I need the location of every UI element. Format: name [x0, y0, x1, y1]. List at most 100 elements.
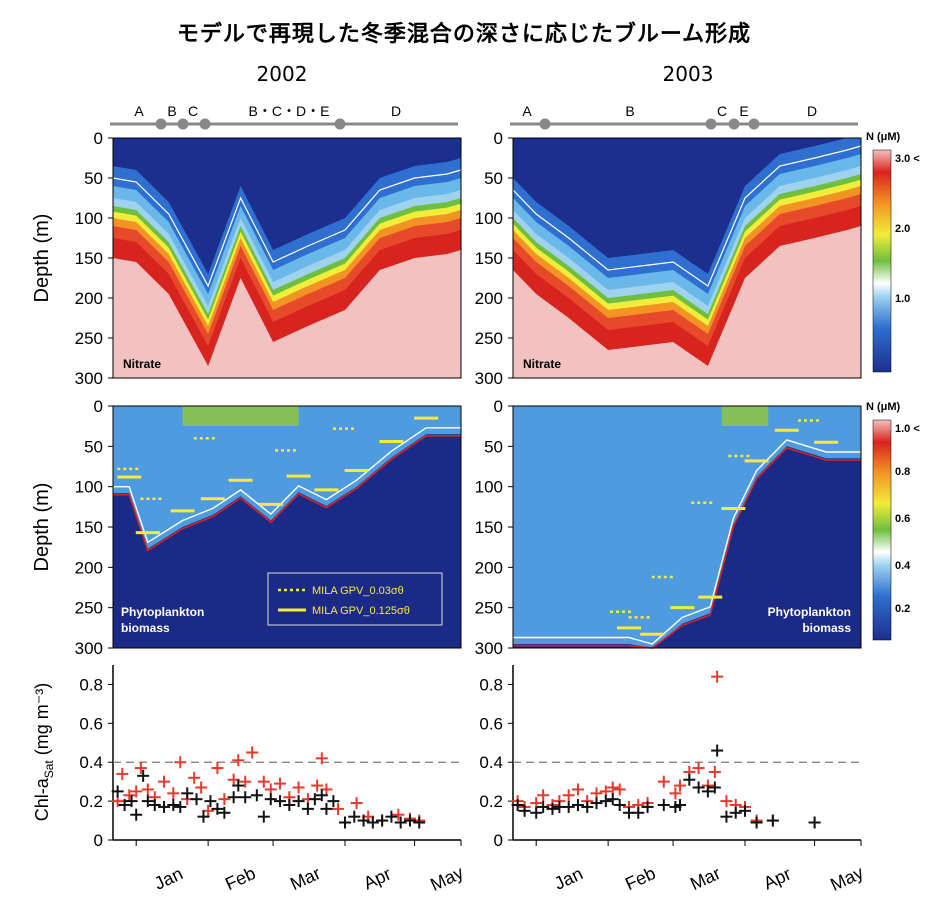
- black-plus-marker: [125, 795, 138, 808]
- black-plus-marker: [599, 795, 612, 808]
- depth-axis-label: Depth (m): [31, 483, 53, 572]
- black-plus-marker: [590, 797, 603, 810]
- black-plus-marker: [394, 816, 407, 829]
- timeline-dot: [334, 118, 346, 130]
- black-plus-marker: [218, 806, 231, 819]
- red-plus-marker: [246, 746, 259, 759]
- black-plus-marker: [211, 802, 224, 815]
- timeline-dot: [177, 118, 189, 130]
- black-plus-marker: [137, 769, 150, 782]
- black-plus-marker: [692, 781, 705, 794]
- colorbar-unit: N (μM): [866, 131, 901, 143]
- mixed-layer-white-contour: [513, 439, 861, 645]
- timeline-dot: [199, 118, 211, 130]
- black-plus-marker: [339, 816, 351, 829]
- red-plus-marker: [257, 775, 270, 788]
- colorbar-phyto: N (μM) 1.0 < 0.8 0.6 0.4 0.2: [866, 401, 920, 641]
- colorbar-tick-label: 0.8: [895, 466, 910, 478]
- nitrate-label: Nitrate: [523, 357, 561, 371]
- black-plus-marker: [571, 799, 584, 811]
- black-plus-marker: [320, 802, 333, 815]
- month-label: May: [827, 862, 866, 895]
- depth-tick-label: 100: [75, 478, 103, 497]
- depth-tick-label: 50: [484, 437, 503, 456]
- black-plus-marker: [239, 791, 252, 804]
- timeline-label: C: [188, 103, 198, 119]
- depth-tick-label: 100: [475, 209, 503, 228]
- depth-tick-label: 200: [475, 289, 503, 308]
- month-label: Mar: [287, 863, 324, 894]
- depth-tick-label: 300: [475, 369, 503, 388]
- red-plus-marker: [571, 783, 584, 796]
- colorbar-tick-label: 2.0: [895, 223, 910, 235]
- mixed-layer-white-contour: [113, 427, 461, 544]
- black-plus-marker: [530, 806, 543, 819]
- black-plus-marker: [148, 799, 161, 811]
- black-plus-marker: [674, 799, 687, 811]
- year-2002-label: 2002: [256, 62, 308, 86]
- black-plus-marker: [701, 785, 714, 798]
- depth-tick-label: 0: [94, 397, 103, 416]
- black-plus-marker: [167, 799, 180, 811]
- black-plus-marker: [606, 793, 619, 806]
- depth-tick-label: 250: [475, 599, 503, 618]
- chl-tick-label: 0.8: [479, 675, 503, 694]
- red-plus-marker: [134, 762, 147, 775]
- surface-bloom: [721, 406, 769, 426]
- depth-tick-label: 250: [75, 329, 103, 348]
- black-plus-marker: [283, 799, 296, 811]
- depth-tick-label: 100: [475, 478, 503, 497]
- red-plus-marker: [392, 808, 405, 821]
- legend-solid-label: MILA GPV_0.125σθ: [312, 605, 410, 617]
- colorbar-tick-label: 0.2: [895, 603, 910, 615]
- chl-tick-label: 0.4: [79, 753, 103, 772]
- red-plus-marker: [315, 752, 328, 765]
- timeline-dot: [728, 118, 740, 130]
- colorbar-tick-label: 0.6: [895, 513, 910, 525]
- black-plus-marker: [111, 785, 124, 798]
- timeline-label: A: [522, 103, 532, 119]
- red-plus-marker: [720, 795, 733, 808]
- black-plus-marker: [232, 779, 245, 792]
- red-plus-marker: [274, 777, 287, 790]
- chl-scatter-2002: 0 0.2 0.4 0.6 0.8 Jan Feb Mar Apr May: [79, 665, 467, 895]
- timeline-label: E: [739, 103, 748, 119]
- black-plus-marker: [264, 793, 277, 806]
- month-label: May: [427, 862, 466, 895]
- black-plus-marker: [376, 814, 389, 827]
- year-2003-label: 2003: [662, 62, 714, 86]
- black-plus-marker: [546, 802, 559, 815]
- figure-title: モデルで再現した冬季混合の深さに応じたブルーム形成: [176, 22, 752, 47]
- red-plus-marker: [562, 789, 575, 802]
- black-plus-marker: [130, 808, 143, 821]
- timeline-label: A: [134, 103, 144, 119]
- timeline-dot: [155, 118, 167, 130]
- black-plus-marker: [204, 795, 217, 808]
- black-plus-marker: [118, 799, 131, 811]
- phyto-heatmap-2003: Phytoplankton biomass: [512, 405, 862, 649]
- red-plus-marker: [218, 793, 231, 806]
- black-plus-marker: [657, 799, 670, 811]
- black-plus-marker: [315, 789, 328, 802]
- depth-tick-label: 0: [494, 397, 503, 416]
- chl-tick-label: 0: [494, 831, 503, 850]
- depth-tick-label: 100: [75, 209, 103, 228]
- red-plus-marker: [711, 670, 724, 683]
- month-label: Apr: [360, 864, 394, 894]
- depth-tick-label: 250: [75, 599, 103, 618]
- red-plus-marker: [174, 756, 187, 769]
- depth-tick-label: 250: [475, 329, 503, 348]
- black-plus-marker: [250, 789, 263, 802]
- black-plus-marker: [537, 800, 550, 813]
- timeline-dot: [748, 118, 760, 130]
- colorbar-swatch: [872, 419, 892, 641]
- phyto-label-line2: biomass: [121, 621, 170, 635]
- black-plus-marker: [711, 744, 724, 757]
- chl-tick-label: 0.6: [79, 714, 103, 733]
- nitrate-heatmap-2002: Nitrate: [112, 137, 462, 379]
- red-plus-marker: [537, 789, 550, 802]
- red-plus-marker: [188, 771, 201, 784]
- month-label: Mar: [687, 863, 724, 894]
- chl-tick-label: 0.2: [79, 792, 103, 811]
